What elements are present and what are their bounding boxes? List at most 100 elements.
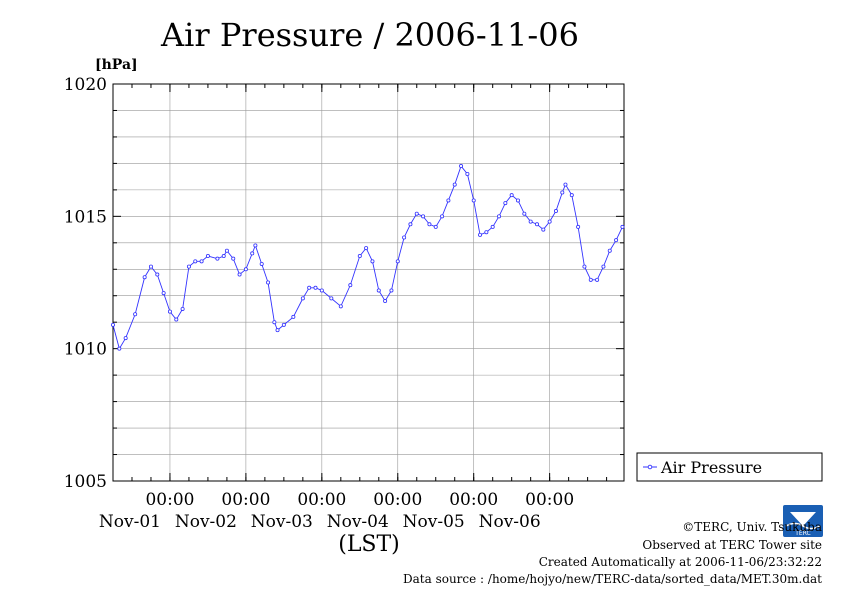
data-point bbox=[576, 224, 581, 229]
y-tick-label: 1005 bbox=[64, 472, 107, 492]
data-point bbox=[231, 256, 236, 261]
data-point bbox=[376, 288, 381, 293]
data-point bbox=[569, 193, 574, 198]
series-line bbox=[112, 165, 623, 350]
data-point bbox=[522, 211, 527, 216]
x-tick-time-label: 00:00 bbox=[373, 490, 422, 510]
data-point bbox=[237, 272, 242, 277]
logo-mark-icon bbox=[790, 512, 816, 526]
data-series bbox=[111, 164, 625, 351]
data-point bbox=[484, 230, 489, 235]
data-point bbox=[547, 219, 552, 224]
data-point bbox=[427, 222, 432, 227]
data-point bbox=[357, 254, 362, 259]
data-point bbox=[221, 254, 226, 259]
data-point bbox=[370, 259, 375, 264]
data-point bbox=[272, 320, 277, 325]
data-point bbox=[338, 304, 343, 309]
y-tick-label: 1020 bbox=[64, 75, 107, 95]
x-tick-date-label: Nov-02 bbox=[175, 512, 237, 532]
chart-title: Air Pressure / 2006-11-06 bbox=[160, 16, 579, 54]
data-point bbox=[595, 277, 600, 282]
data-point bbox=[307, 285, 312, 290]
logo-text: TERC bbox=[794, 530, 811, 537]
data-point bbox=[193, 259, 198, 264]
data-point bbox=[471, 198, 476, 203]
x-tick-labels: 00:00Nov-0100:00Nov-0200:00Nov-0300:00No… bbox=[99, 490, 574, 532]
data-point bbox=[389, 288, 394, 293]
data-point bbox=[516, 198, 521, 203]
y-tick-label: 1015 bbox=[64, 207, 107, 227]
data-point bbox=[528, 219, 533, 224]
data-point bbox=[446, 198, 451, 203]
data-point bbox=[563, 182, 568, 187]
data-point bbox=[291, 314, 296, 319]
data-point bbox=[155, 272, 160, 277]
data-point bbox=[186, 264, 191, 269]
data-point bbox=[313, 285, 318, 290]
data-point bbox=[281, 322, 286, 327]
data-point bbox=[123, 336, 128, 341]
data-point bbox=[421, 214, 426, 219]
legend-box bbox=[636, 452, 823, 482]
x-axis-label: (LST) bbox=[338, 532, 400, 557]
data-point bbox=[180, 306, 185, 311]
axis-ticks bbox=[112, 83, 624, 482]
data-point bbox=[167, 309, 172, 314]
copyright-text: ©TERC, Univ. Tsukuba bbox=[682, 520, 822, 534]
data-point bbox=[117, 346, 122, 351]
data-point bbox=[620, 224, 625, 229]
data-point bbox=[402, 235, 407, 240]
y-tick-labels: 1005 1010 1015 1020 bbox=[64, 75, 107, 492]
data-point bbox=[364, 246, 369, 251]
data-point bbox=[275, 328, 280, 333]
data-point bbox=[414, 211, 419, 216]
data-point bbox=[266, 280, 271, 285]
data-point bbox=[174, 317, 179, 322]
terc-logo: TERC bbox=[783, 505, 823, 537]
y-tick-label: 1010 bbox=[64, 340, 107, 360]
data-point bbox=[509, 193, 514, 198]
data-point bbox=[534, 222, 539, 227]
data-point bbox=[582, 264, 587, 269]
data-point bbox=[490, 224, 495, 229]
x-tick-date-label: Nov-05 bbox=[403, 512, 465, 532]
observed-text: Observed at TERC Tower site bbox=[642, 538, 822, 552]
logo-wave-icon bbox=[785, 522, 821, 530]
data-point bbox=[465, 171, 470, 176]
data-point bbox=[541, 227, 546, 232]
x-tick-date-label: Nov-01 bbox=[99, 512, 161, 532]
x-tick-date-label: Nov-03 bbox=[251, 512, 313, 532]
data-point bbox=[601, 264, 606, 269]
data-point bbox=[319, 288, 324, 293]
data-point bbox=[440, 214, 445, 219]
data-point bbox=[459, 164, 464, 169]
x-tick-time-label: 00:00 bbox=[221, 490, 270, 510]
data-point bbox=[553, 209, 558, 214]
data-point bbox=[250, 251, 255, 256]
data-point bbox=[253, 243, 258, 248]
data-point bbox=[452, 182, 457, 187]
legend-marker bbox=[647, 464, 653, 470]
data-point bbox=[215, 256, 220, 261]
data-point bbox=[224, 248, 229, 253]
data-point bbox=[503, 201, 508, 206]
legend: Air Pressure bbox=[636, 452, 823, 482]
data-source-text: Data source : /home/hojyo/new/TERC-data/… bbox=[403, 572, 822, 586]
data-point bbox=[497, 214, 502, 219]
x-tick-time-label: 00:00 bbox=[449, 490, 498, 510]
data-point bbox=[142, 275, 147, 280]
data-point bbox=[133, 312, 138, 317]
data-point bbox=[259, 261, 264, 266]
data-point bbox=[205, 254, 210, 259]
x-tick-date-label: Nov-06 bbox=[479, 512, 541, 532]
data-point bbox=[560, 190, 565, 195]
data-point bbox=[243, 267, 248, 272]
legend-label: Air Pressure bbox=[660, 458, 762, 477]
data-point bbox=[348, 283, 353, 288]
created-text: Created Automatically at 2006-11-06/23:3… bbox=[539, 555, 822, 569]
data-point bbox=[588, 277, 593, 282]
x-tick-time-label: 00:00 bbox=[145, 490, 194, 510]
data-point bbox=[329, 296, 334, 301]
